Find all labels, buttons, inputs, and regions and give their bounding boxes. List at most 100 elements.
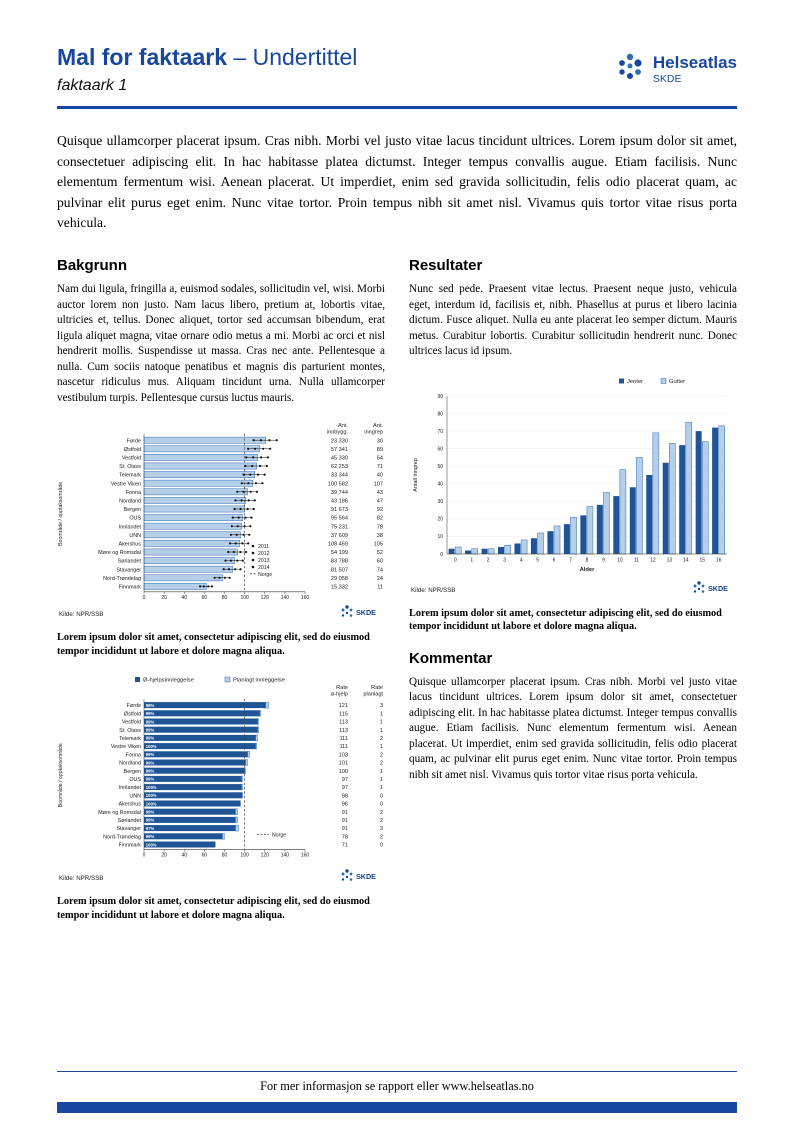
svg-text:80: 80 xyxy=(437,411,443,417)
svg-text:Alder: Alder xyxy=(580,567,596,573)
svg-text:Vestfold: Vestfold xyxy=(122,456,141,462)
svg-text:91: 91 xyxy=(342,826,348,832)
svg-text:Bergen: Bergen xyxy=(124,507,141,513)
svg-text:2: 2 xyxy=(380,818,383,824)
right-column: Resultater Nunc sed pede. Praesent vitae… xyxy=(409,257,737,938)
svg-text:39 744: 39 744 xyxy=(331,490,348,496)
svg-text:inngrep: inngrep xyxy=(364,430,383,436)
svg-text:100%: 100% xyxy=(146,785,157,790)
svg-text:2013: 2013 xyxy=(258,558,270,564)
svg-text:20: 20 xyxy=(437,516,443,522)
svg-text:2014: 2014 xyxy=(258,565,270,571)
svg-text:95 564: 95 564 xyxy=(331,516,348,522)
svg-text:1: 1 xyxy=(380,712,383,718)
svg-text:Vestre Viken: Vestre Viken xyxy=(111,744,141,750)
svg-text:43: 43 xyxy=(377,490,383,496)
svg-text:16: 16 xyxy=(716,557,722,563)
svg-text:52: 52 xyxy=(377,550,383,556)
svg-text:140: 140 xyxy=(281,853,290,859)
header: Mal for faktaark – Undertittel faktaark … xyxy=(57,44,737,95)
left-column: Bakgrunn Nam dui ligula, fringilla a, eu… xyxy=(57,257,385,938)
svg-text:91: 91 xyxy=(342,810,348,816)
svg-text:3: 3 xyxy=(380,826,383,832)
svg-text:0: 0 xyxy=(380,794,383,800)
svg-text:115: 115 xyxy=(339,712,348,718)
svg-text:Boområde / opptaksområde: Boområde / opptaksområde xyxy=(57,743,64,807)
svg-text:Antall inngrep: Antall inngrep xyxy=(413,458,419,492)
svg-text:15 332: 15 332 xyxy=(331,585,348,591)
svg-text:78: 78 xyxy=(342,835,348,841)
svg-text:Nordland: Nordland xyxy=(119,761,141,767)
svg-text:78: 78 xyxy=(377,524,383,530)
svg-text:24: 24 xyxy=(377,576,383,582)
svg-text:99%: 99% xyxy=(146,769,155,774)
svg-text:Innlandet: Innlandet xyxy=(119,524,142,530)
svg-text:Fonna: Fonna xyxy=(126,490,141,496)
svg-text:30: 30 xyxy=(437,499,443,505)
svg-text:113: 113 xyxy=(339,728,348,734)
svg-text:71: 71 xyxy=(342,843,348,849)
svg-text:100%: 100% xyxy=(146,801,157,806)
svg-text:80: 80 xyxy=(222,853,228,859)
svg-text:2: 2 xyxy=(380,810,383,816)
svg-text:Kilde: NPR/SSB: Kilde: NPR/SSB xyxy=(411,587,455,594)
svg-text:Førde: Førde xyxy=(127,703,141,709)
svg-text:Bergen: Bergen xyxy=(124,769,141,775)
svg-text:103: 103 xyxy=(339,753,348,759)
svg-text:planlagt: planlagt xyxy=(363,692,383,698)
svg-text:4: 4 xyxy=(520,557,523,563)
header-rule xyxy=(57,106,737,110)
svg-text:96: 96 xyxy=(342,802,348,808)
chart-age-gender: Jenter Gutter 0 10 20 30 40 50 60 70 80 90 0 1 2 3 4 5 6 7 8… xyxy=(409,374,737,601)
brand-org: SKDE xyxy=(652,72,682,85)
svg-text:Sørlandet: Sørlandet xyxy=(118,818,142,824)
svg-text:UNN: UNN xyxy=(129,794,141,800)
svg-text:111: 111 xyxy=(339,744,348,750)
svg-text:33 344: 33 344 xyxy=(331,473,348,479)
svg-text:80: 80 xyxy=(222,595,228,601)
footer-text: For mer informasjon se rapport eller www… xyxy=(260,1079,534,1093)
svg-text:Sørlandet: Sørlandet xyxy=(118,559,142,565)
svg-text:99%: 99% xyxy=(146,736,155,741)
svg-text:St. Olavs: St. Olavs xyxy=(119,728,141,734)
svg-text:97: 97 xyxy=(342,785,348,791)
svg-text:OUS: OUS xyxy=(129,516,141,522)
svg-text:7: 7 xyxy=(569,557,572,563)
svg-text:57 341: 57 341 xyxy=(331,447,348,453)
svg-text:2: 2 xyxy=(380,736,383,742)
svg-text:54: 54 xyxy=(377,456,383,462)
svg-text:1: 1 xyxy=(380,769,383,775)
svg-text:Ant.: Ant. xyxy=(373,423,383,429)
svg-text:Østfold: Østfold xyxy=(124,447,141,453)
svg-text:1: 1 xyxy=(470,557,473,563)
svg-text:70: 70 xyxy=(437,429,443,435)
svg-text:89: 89 xyxy=(377,447,383,453)
svg-text:20: 20 xyxy=(161,595,167,601)
svg-text:100: 100 xyxy=(339,769,348,775)
svg-text:5: 5 xyxy=(536,557,539,563)
resultater-text: Nunc sed pede. Praesent vitae lectus. Pr… xyxy=(409,283,737,358)
svg-text:innbygg.: innbygg. xyxy=(327,430,349,436)
svg-text:90: 90 xyxy=(437,393,443,399)
svg-text:3: 3 xyxy=(503,557,506,563)
svg-text:99%: 99% xyxy=(146,818,155,823)
svg-text:50: 50 xyxy=(437,464,443,470)
svg-text:60: 60 xyxy=(202,595,208,601)
svg-text:111: 111 xyxy=(339,736,348,742)
title-suffix: – Undertittel xyxy=(233,44,358,70)
page-subtitle: faktaark 1 xyxy=(57,77,128,95)
svg-text:100%: 100% xyxy=(146,842,157,847)
svg-text:99%: 99% xyxy=(146,752,155,757)
svg-text:ø-hjelp: ø-hjelp xyxy=(331,692,348,698)
footer-bar xyxy=(57,1102,737,1113)
svg-text:9: 9 xyxy=(602,557,605,563)
svg-text:60: 60 xyxy=(202,853,208,859)
svg-text:Finnmark: Finnmark xyxy=(119,585,142,591)
svg-text:99%: 99% xyxy=(146,834,155,839)
svg-text:29 058: 29 058 xyxy=(331,576,348,582)
svg-text:99%: 99% xyxy=(146,760,155,765)
svg-text:97: 97 xyxy=(342,777,348,783)
svg-text:60: 60 xyxy=(377,559,383,565)
svg-text:Telemark: Telemark xyxy=(119,736,141,742)
svg-text:UNN: UNN xyxy=(129,533,141,539)
